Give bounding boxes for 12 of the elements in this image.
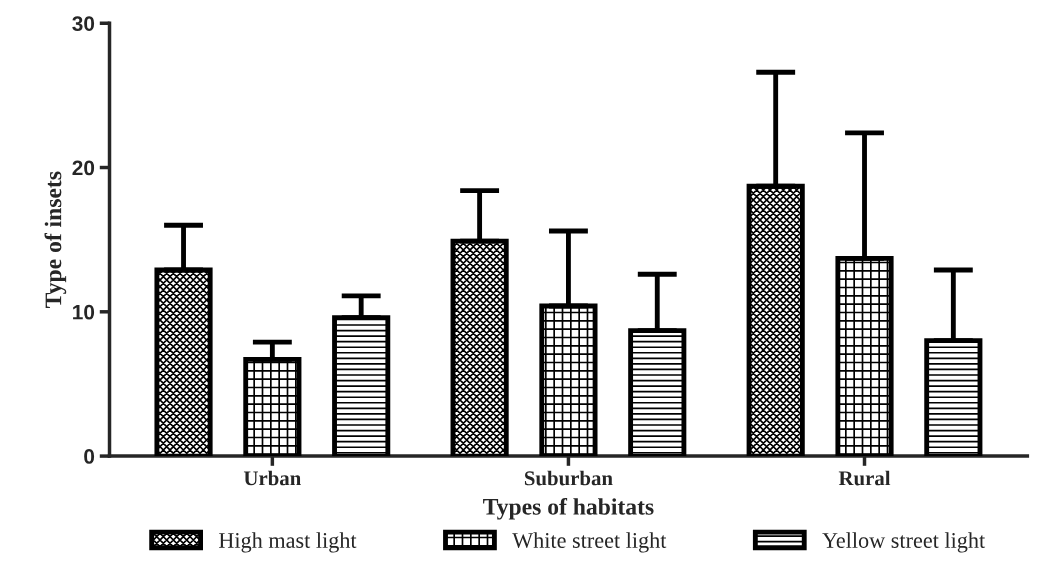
x-axis-title: Types of habitats (483, 497, 654, 520)
legend-label: Yellow street light (822, 532, 986, 553)
x-tick-label: Suburban (524, 470, 613, 486)
y-tick-label: 20 (72, 160, 95, 176)
legend-label: High mast light (218, 532, 357, 553)
x-tick-label: Urban (243, 470, 301, 486)
legend-label: White street light (512, 532, 667, 553)
y-axis-title: Type of insets (44, 171, 67, 308)
x-tick-label: Rural (838, 470, 891, 486)
y-tick-label: 0 (84, 449, 95, 464)
y-tick-label: 30 (72, 16, 95, 32)
y-tick-label: 10 (73, 304, 95, 320)
